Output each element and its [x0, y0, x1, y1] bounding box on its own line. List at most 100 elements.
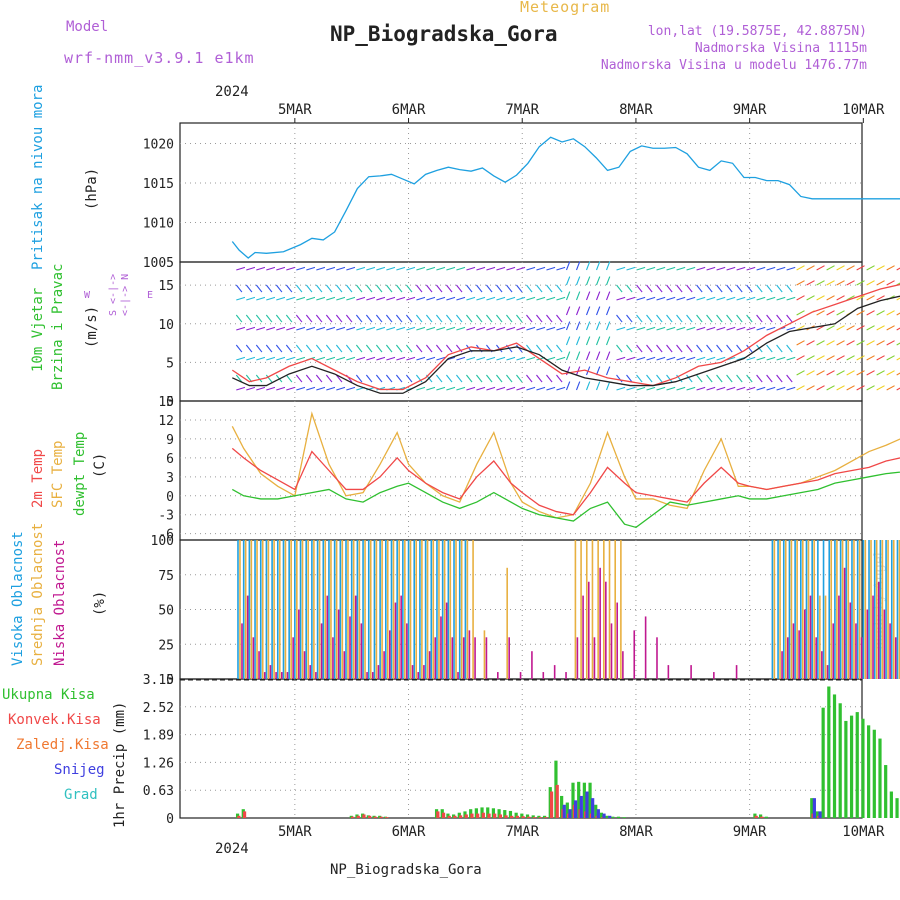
wind-arrow — [726, 326, 736, 331]
wind-arrow — [526, 374, 533, 383]
precip-bar — [818, 811, 822, 818]
wind-arrow — [325, 314, 333, 323]
wind-arrow — [746, 284, 753, 293]
wind-arrow — [385, 374, 393, 383]
wind-arrow — [786, 314, 793, 323]
wind-arrow — [336, 266, 346, 271]
wind-arrow — [316, 386, 326, 391]
wind-arrow — [676, 266, 686, 271]
precip-bar — [447, 815, 451, 818]
temp-tick-label: -6 — [158, 528, 174, 543]
wind-arrow — [736, 374, 743, 383]
wind-arrow — [486, 386, 496, 391]
wind-arrow — [455, 284, 463, 293]
wind-arrow — [616, 386, 626, 391]
wind-arrow — [786, 374, 793, 383]
wind-arrow — [786, 284, 793, 293]
wind-arrow — [736, 284, 743, 293]
wind-arrow — [516, 314, 523, 323]
precip-bar — [568, 809, 572, 818]
wind-arrow — [605, 351, 611, 361]
wind-arrow — [425, 284, 433, 293]
temp-tick-label: 3 — [166, 471, 174, 486]
wind-arrow — [756, 326, 766, 331]
wind-arrow — [346, 326, 356, 331]
wind-arrow — [405, 344, 413, 353]
wind-arrow — [236, 326, 246, 331]
wind-arrow — [346, 356, 356, 361]
wind-arrow — [846, 355, 855, 361]
wind-arrow — [435, 344, 443, 353]
wind-arrow — [276, 386, 286, 391]
wind-arrow — [876, 310, 885, 316]
wind-arrow — [756, 296, 766, 301]
wind-arrow — [416, 266, 426, 271]
wind-arrow — [336, 356, 346, 361]
wind-arrow — [666, 314, 673, 323]
precip-bar — [555, 784, 559, 818]
wind-arrow — [766, 386, 776, 391]
wind-arrow — [426, 356, 436, 361]
wind-arrow — [345, 284, 353, 293]
wind-arrow — [246, 356, 256, 361]
wind-arrow — [886, 370, 895, 376]
wind-arrow — [676, 344, 683, 353]
wind-arrow — [446, 296, 456, 301]
wind-arrow — [336, 326, 346, 331]
wind-arrow — [526, 344, 533, 353]
wind-arrow — [696, 344, 703, 353]
temp-label-dew: dewpt Temp — [72, 432, 88, 516]
wind-arrow — [396, 326, 406, 331]
wind-arrow — [255, 284, 263, 293]
wind-arrow — [346, 296, 356, 301]
wind-arrow — [646, 356, 656, 361]
wind-arrow — [476, 314, 483, 323]
wind-arrow — [866, 340, 875, 346]
wind-arrow — [335, 284, 343, 293]
precip-bar — [579, 795, 583, 818]
wind-arrow — [516, 326, 526, 331]
station-title: NP_Biogradska_Gora — [330, 22, 558, 46]
wind-arrow — [296, 296, 306, 301]
precip-bar — [585, 791, 589, 818]
wind-arrow — [846, 370, 855, 376]
wind-arrow — [806, 295, 815, 301]
wind-arrow — [776, 284, 783, 293]
wind-arrow — [726, 386, 736, 391]
wind-arrow — [656, 356, 666, 361]
wind-arrow — [616, 344, 623, 353]
precip-bar — [565, 802, 569, 818]
wind-arrow — [896, 342, 900, 346]
wind-arrow — [886, 340, 895, 346]
coords-label: lon,lat (19.5875E, 42.8875N) — [647, 24, 867, 39]
wind-arrow — [766, 314, 773, 323]
wind-arrow — [335, 344, 343, 353]
precip-bar — [884, 765, 888, 818]
precip-bar — [481, 812, 485, 818]
wind-arrow — [556, 296, 566, 301]
precip-bar — [844, 720, 848, 818]
wind-arrow — [556, 344, 563, 353]
wind-arrow — [536, 344, 543, 353]
wind-arrow — [856, 340, 865, 346]
wind-arrow — [236, 386, 246, 391]
wind-arrow — [465, 374, 473, 383]
temp-tick-label: 6 — [166, 452, 174, 467]
precip-bar — [453, 815, 457, 818]
wind-arrow — [746, 356, 756, 361]
wind-arrow — [556, 386, 566, 391]
wind-arrow — [686, 314, 693, 323]
date-tick-bottom: 8MAR — [619, 824, 653, 840]
wind-arrow — [326, 266, 336, 271]
wind-arrow — [836, 280, 845, 286]
wind-arrow — [375, 314, 383, 323]
wind-arrow — [305, 284, 313, 293]
precip-bar — [591, 798, 595, 818]
wind-arrow — [236, 266, 246, 271]
wind-arrow — [836, 310, 845, 316]
wind-arrow — [575, 321, 581, 331]
wind-arrow — [556, 314, 563, 323]
wind-arrow — [285, 284, 293, 293]
wind-arrow — [406, 326, 416, 331]
